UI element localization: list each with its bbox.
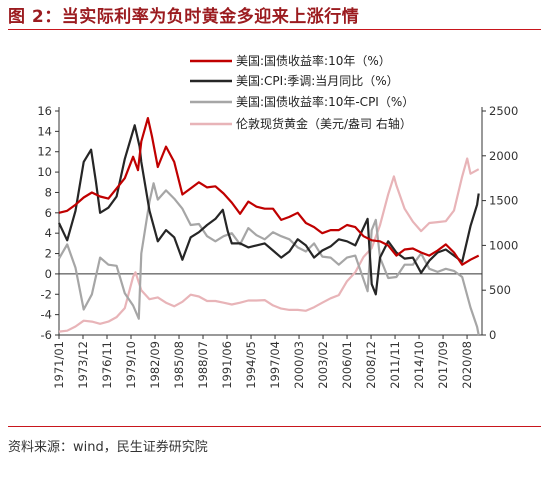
x-tick-label: 2003/02: [316, 341, 330, 389]
legend-label: 美国:CPI:季调:当月同比（%）: [236, 74, 399, 88]
left-tick-label: 14: [37, 124, 52, 138]
footer-rule: [8, 426, 541, 427]
source-note: 资料来源：wind，民生证券研究院: [8, 440, 208, 455]
left-tick-label: -2: [41, 287, 52, 301]
x-tick-label: 1979/10: [124, 341, 138, 389]
series-line-2: [58, 124, 480, 296]
x-tick-label: 2014/10: [412, 341, 426, 389]
left-tick-label: 4: [45, 226, 52, 240]
legend: 美国:国债收益率:10年（%） 美国:CPI:季调:当月同比（%） 美国:国债收益率…: [190, 53, 414, 131]
legend-label: 美国:国债收益率:10年-CPI（%）: [236, 94, 414, 109]
right-tick-label: 2500: [489, 104, 518, 118]
x-tick-label: 2017/09: [436, 341, 450, 389]
left-tick-label: 12: [37, 145, 52, 159]
chart-title: 图 2：当实际利率为负时黄金多迎来上涨行情: [8, 7, 360, 27]
legend-label: 伦敦现货黄金（美元/盎司 右轴）: [236, 116, 412, 131]
x-tick-label: 2006/01: [340, 341, 354, 389]
x-tick-label: 1997/04: [268, 341, 282, 389]
left-tick-label: 16: [37, 104, 52, 118]
x-tick-label: 1971/01: [52, 341, 66, 389]
right-tick-label: 500: [489, 283, 511, 297]
x-tick-label: 2020/08: [460, 341, 474, 389]
left-tick-label: 0: [45, 267, 52, 281]
x-tick-label: 1991/06: [220, 341, 234, 389]
x-tick-label: 2000/03: [292, 341, 306, 389]
x-tick-label: 1994/05: [244, 341, 258, 389]
title-rule: [8, 29, 541, 30]
left-tick-label: 6: [45, 206, 52, 220]
x-tick-label: 1985/08: [172, 341, 186, 389]
x-tick-label: 1982/09: [148, 341, 162, 389]
left-tick-label: -6: [41, 328, 52, 342]
x-tick-label: 1976/11: [100, 341, 114, 389]
left-tick-label: 2: [45, 247, 52, 261]
x-tick-label: 1973/12: [76, 341, 90, 389]
x-tick-label: 2011/11: [388, 341, 402, 389]
left-tick-label: 8: [45, 185, 52, 199]
chart-axes: -6 -4 -2 0 2 4 6 8 10 12 14 16 0 500 1000 1500 2000 2500 1…: [37, 104, 518, 389]
x-tick-label: 2008/12: [364, 341, 378, 389]
left-tick-label: 10: [37, 165, 52, 179]
right-tick-label: 0: [489, 328, 496, 342]
x-tick-label: 1988/07: [196, 341, 210, 389]
right-tick-label: 2000: [489, 149, 518, 163]
series-line-3: [58, 182, 480, 336]
right-tick-label: 1500: [489, 194, 518, 208]
series-line-1: [58, 117, 480, 266]
chart-series: [58, 117, 480, 336]
left-tick-label: -4: [41, 308, 52, 322]
series-line-4: [58, 157, 480, 333]
legend-label: 美国:国债收益率:10年（%）: [236, 53, 391, 68]
right-tick-label: 1000: [489, 238, 518, 252]
